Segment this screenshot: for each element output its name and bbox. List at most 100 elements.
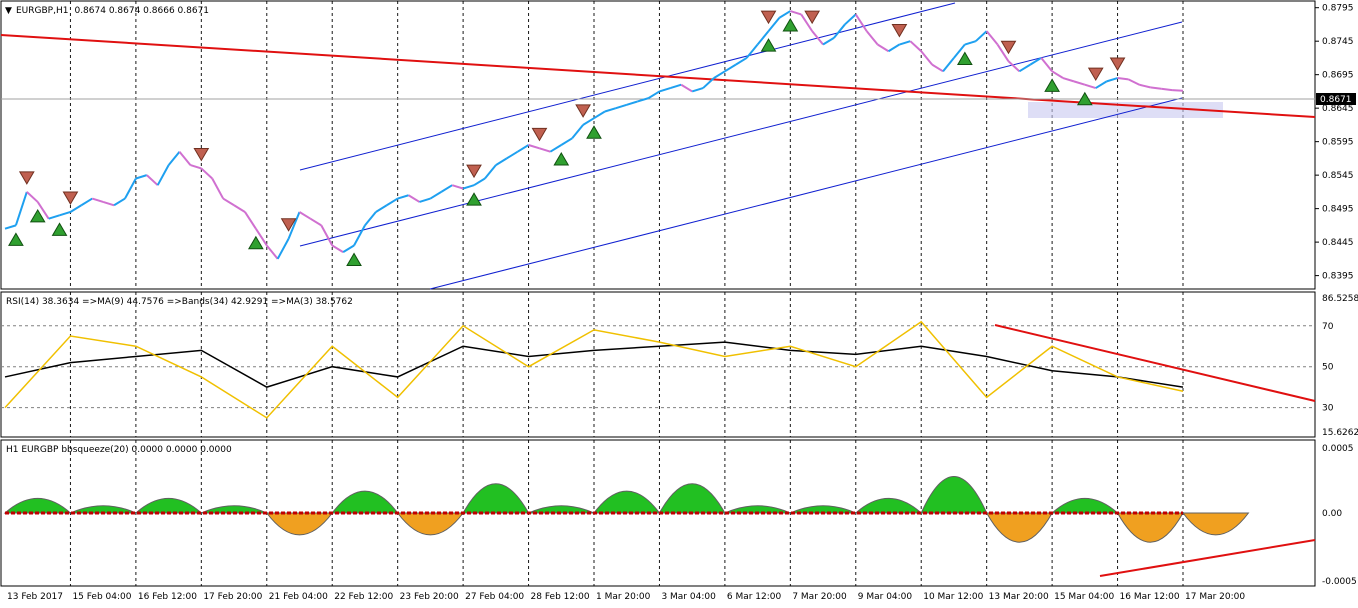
- bbsqueeze-y-axis: 0.0005 0.00 -0.0005: [1322, 444, 1357, 587]
- price-segment: [211, 178, 225, 200]
- channel-upper-line: [299, 2, 956, 171]
- price-segment: [670, 83, 682, 90]
- sell-signal-icon: [531, 127, 548, 142]
- price-segment: [178, 151, 192, 166]
- sell-signal-icon: [760, 10, 777, 25]
- price-segment: [1051, 70, 1064, 79]
- y-tick-label: 0.8645: [1322, 104, 1354, 114]
- price-segment: [887, 43, 900, 53]
- price-segment: [539, 147, 551, 153]
- sell-signal-icon: [1087, 67, 1104, 82]
- price-segment: [953, 43, 966, 59]
- bbsqueeze-title: H1 EURGBP bbsqueeze(20) 0.0000 0.0000 0.…: [6, 445, 232, 455]
- price-segment: [854, 13, 868, 32]
- price-segment: [844, 13, 857, 26]
- price-segment: [1040, 57, 1053, 72]
- price-segment: [778, 10, 791, 19]
- price-segment: [353, 224, 366, 246]
- price-segment: [91, 197, 104, 203]
- price-segment: [582, 117, 595, 126]
- x-tick-label: 28 Feb 12:00: [531, 592, 590, 602]
- x-tick-label: 13 Mar 20:00: [989, 592, 1049, 602]
- buy-signal-icon: [760, 38, 777, 52]
- price-segment: [167, 151, 181, 166]
- price-segment: [996, 43, 1010, 62]
- price-segment: [462, 184, 475, 190]
- sell-signal-icon: [891, 24, 908, 38]
- price-segment: [735, 57, 748, 66]
- sell-signal-icon: [18, 171, 35, 185]
- price-segment: [1029, 57, 1042, 66]
- price-segment: [626, 100, 638, 106]
- price-zone-box: [1028, 102, 1223, 118]
- price-segment: [975, 30, 988, 42]
- price-segment: [484, 164, 497, 180]
- price-segment: [451, 184, 464, 190]
- rsi-trendline: [994, 324, 1316, 402]
- bbsqueeze-wave: [462, 483, 530, 514]
- buy-signal-icon: [29, 208, 46, 223]
- price-segment: [756, 30, 770, 46]
- price-segment: [637, 97, 649, 103]
- price-segment: [255, 228, 268, 247]
- price-segment: [113, 197, 126, 207]
- rsi-title: RSI(14) 38.3634 =>MA(9) 44.7576 =>Bands(…: [6, 297, 353, 307]
- y-tick-label: 70: [1322, 322, 1334, 332]
- sell-signal-icon: [280, 218, 297, 232]
- price-segment: [833, 23, 846, 39]
- price-title: EURGBP,H1 0.8674 0.8674 0.8666 0.8671: [16, 6, 209, 16]
- price-segment: [822, 36, 835, 46]
- price-segment: [1084, 83, 1097, 90]
- price-segment: [724, 63, 737, 73]
- price-segment: [659, 87, 671, 93]
- y-tick-label: 30: [1322, 404, 1334, 414]
- x-tick-label: 15 Feb 04:00: [72, 592, 131, 602]
- price-segment: [26, 191, 39, 203]
- price-segment: [69, 204, 82, 213]
- sell-signal-icon: [575, 104, 591, 118]
- price-segment: [931, 63, 944, 73]
- sell-signal-icon: [804, 10, 821, 25]
- price-segment: [59, 211, 71, 217]
- sell-signal-icon: [1109, 57, 1126, 72]
- y-tick-label: 0.00: [1322, 509, 1342, 519]
- x-tick-label: 10 Mar 12:00: [923, 592, 983, 602]
- trendline-red: [0, 34, 1316, 118]
- price-segment: [320, 224, 334, 246]
- signal-markers: [8, 10, 1126, 266]
- price-segment: [80, 197, 93, 207]
- price-segment: [604, 107, 617, 113]
- x-tick-label: 16 Feb 12:00: [138, 592, 197, 602]
- price-segment: [386, 197, 399, 207]
- rsi-series: [4, 320, 1184, 419]
- bbsqueeze-wave: [593, 490, 661, 514]
- rsi-pane[interactable]: [0, 291, 1316, 438]
- price-segment: [865, 30, 879, 46]
- price-segment: [909, 40, 922, 52]
- price-segment: [233, 204, 246, 213]
- bbsqueeze-wave: [920, 476, 988, 514]
- y-tick-label: 15.6262: [1322, 428, 1358, 438]
- rsi-main-line: [4, 320, 1184, 419]
- sell-signal-icon: [1000, 40, 1017, 55]
- price-segment: [440, 184, 453, 193]
- price-segment: [1007, 60, 1021, 73]
- price-segment: [1106, 77, 1118, 83]
- bid-price-label: 0.8671: [1320, 95, 1352, 105]
- price-segment: [1095, 80, 1108, 89]
- price-segment: [1018, 63, 1031, 73]
- y-tick-label: 0.8545: [1322, 171, 1354, 181]
- buy-signal-icon: [553, 152, 570, 166]
- price-segment: [200, 167, 213, 180]
- price-segment: [48, 214, 60, 220]
- price-segment: [985, 30, 999, 46]
- y-tick-label: 0.8445: [1322, 238, 1354, 248]
- price-segment: [691, 87, 704, 93]
- channel-lower-line: [429, 97, 1183, 290]
- window-menu-icon[interactable]: ▼: [5, 6, 12, 16]
- bbsqueeze-series: [3, 476, 1250, 543]
- x-tick-label: 17 Mar 20:00: [1185, 592, 1245, 602]
- price-segment: [1161, 87, 1173, 92]
- price-segment: [528, 144, 540, 150]
